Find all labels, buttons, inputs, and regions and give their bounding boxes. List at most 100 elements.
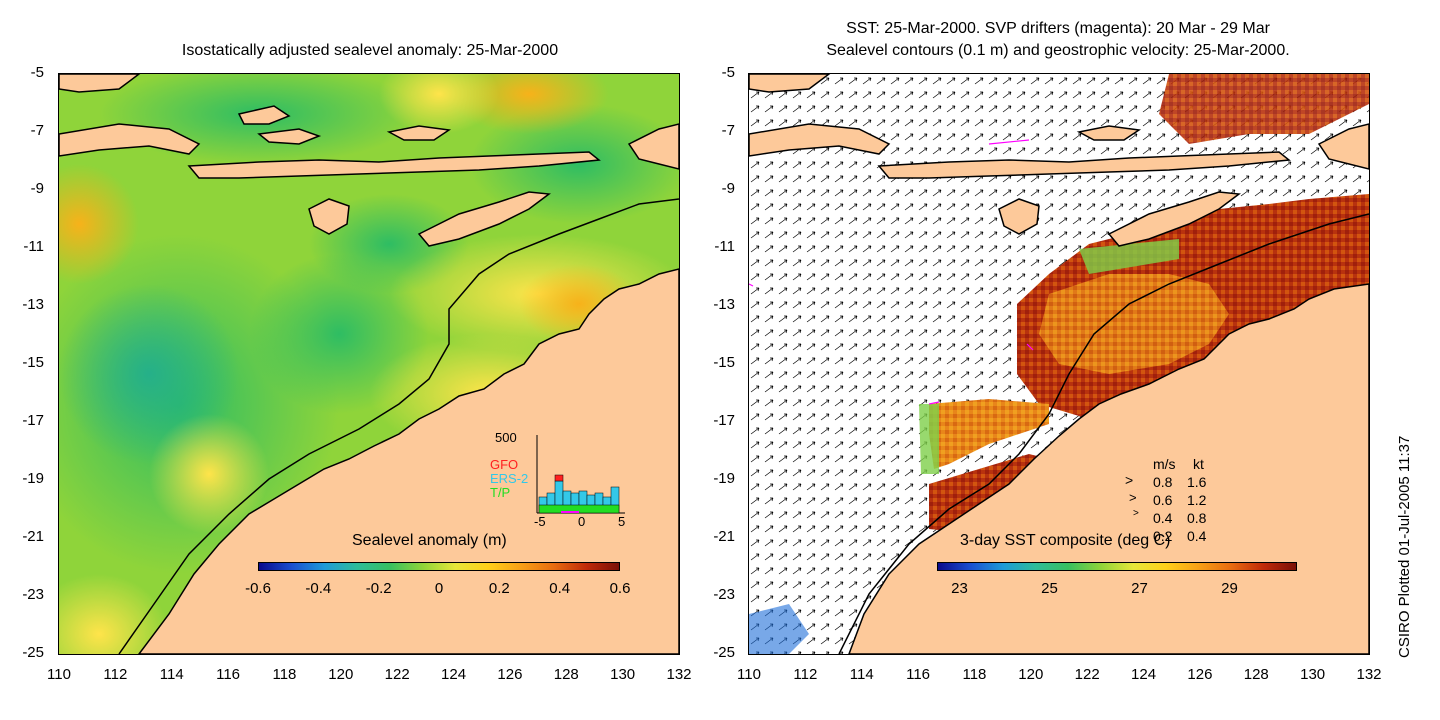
gfo-label: GFO	[490, 457, 519, 472]
right-xtick: 114	[849, 666, 874, 683]
left-xtick: 124	[441, 666, 467, 683]
histogram-ymax-label: 500	[495, 430, 517, 445]
velocity-legend-header-ms: m/s	[1153, 456, 1176, 472]
right-xtick: 132	[1356, 666, 1382, 683]
sealevel-contour	[838, 213, 1369, 654]
left-ytick: -7	[30, 122, 44, 139]
australia-landmass	[138, 268, 679, 654]
left-map	[58, 73, 680, 655]
left-colorbar-tick: -0.6	[245, 580, 271, 597]
tp-label: T/P	[490, 485, 511, 500]
right-map-svg	[749, 74, 1369, 654]
right-ytick: -15	[713, 354, 735, 371]
right-colorbar	[937, 562, 1297, 571]
right-xtick: 110	[737, 666, 761, 683]
right-ytick: -19	[713, 470, 735, 487]
histogram-xtick-0: 0	[578, 514, 586, 529]
right-xtick: 120	[1018, 666, 1044, 683]
left-xtick: 110	[47, 666, 71, 683]
left-colorbar-label: Sealevel anomaly (m)	[352, 532, 507, 549]
left-xtick: 118	[272, 666, 297, 683]
right-xtick: 124	[1131, 666, 1157, 683]
left-xtick: 116	[216, 666, 241, 683]
left-xtick: 112	[103, 666, 128, 683]
histogram-inset: 500 GFO ERS-2 T/P -5 0 5	[490, 430, 640, 530]
velocity-legend-kt-0: 1.6	[1187, 474, 1207, 490]
velocity-arrow-icon: >	[1133, 508, 1139, 519]
left-ytick: -25	[22, 644, 44, 661]
right-ytick: -9	[721, 180, 735, 197]
histogram-xtick-neg5: -5	[534, 514, 546, 529]
indonesian-islands	[59, 74, 679, 247]
left-ytick: -11	[23, 238, 44, 255]
left-ytick: -15	[22, 354, 44, 371]
right-colorbar-tick: 29	[1221, 580, 1238, 597]
velocity-arrow-icon: >	[1125, 472, 1134, 488]
left-map-svg	[59, 74, 679, 654]
left-colorbar-tick: 0.2	[488, 580, 510, 597]
left-ytick: -5	[30, 64, 44, 81]
velocity-legend-ms-1: 0.6	[1153, 492, 1173, 508]
velocity-legend-ms-0: 0.8	[1153, 474, 1173, 490]
velocity-legend: m/s kt > 0.8 1.6 > 0.6 1.2 > 0.4 0.8 0.2…	[1125, 456, 1245, 546]
right-map	[748, 73, 1370, 655]
left-colorbar	[258, 562, 620, 571]
left-xtick: 122	[384, 666, 410, 683]
left-colorbar-tick: -0.4	[305, 580, 332, 597]
left-ytick: -21	[22, 528, 44, 545]
left-xtick: 130	[610, 666, 636, 683]
left-xtick: 132	[666, 666, 692, 683]
left-xtick: 126	[497, 666, 523, 683]
left-colorbar-tick: -0.2	[365, 580, 392, 597]
right-xtick: 112	[793, 666, 818, 683]
right-colorbar-label: 3-day SST composite (deg C)	[960, 532, 1171, 549]
svp-drifter-tracks	[749, 139, 1034, 405]
left-colorbar-tick: 0.6	[609, 580, 631, 597]
right-xtick: 116	[906, 666, 931, 683]
right-panel-title-line2: Sealevel contours (0.1 m) and geostrophi…	[826, 42, 1290, 59]
left-xtick: 128	[553, 666, 579, 683]
left-xtick: 114	[159, 666, 184, 683]
right-ytick: -21	[713, 528, 735, 545]
left-ytick: -19	[22, 470, 44, 487]
histogram-xtick-5: 5	[618, 514, 626, 529]
plot-credit: CSIRO Plotted 01-Jul-2005 11:37	[1396, 435, 1413, 658]
indonesian-islands-right	[749, 74, 1369, 247]
right-colorbar-tick: 27	[1131, 580, 1148, 597]
right-ytick: -17	[713, 412, 735, 429]
velocity-legend-kt-3: 0.4	[1187, 528, 1207, 544]
left-panel-title: Isostatically adjusted sealevel anomaly:…	[181, 42, 559, 59]
right-colorbar-tick: 23	[951, 580, 968, 597]
left-colorbar-tick: 0	[434, 580, 444, 597]
histogram-chart	[536, 435, 625, 514]
right-ytick: -25	[713, 644, 735, 661]
left-xtick: 120	[328, 666, 354, 683]
shelf-contour	[118, 198, 679, 654]
left-ytick: -17	[22, 412, 44, 429]
velocity-legend-kt-1: 1.2	[1187, 492, 1207, 508]
right-ytick: -11	[714, 238, 735, 255]
right-ytick: -23	[713, 586, 735, 603]
right-xtick: 130	[1300, 666, 1326, 683]
right-ytick: -7	[721, 122, 735, 139]
left-ytick: -9	[30, 180, 44, 197]
left-ytick: -13	[22, 296, 44, 313]
left-ytick: -23	[22, 586, 44, 603]
velocity-legend-header-kt: kt	[1193, 456, 1204, 472]
right-ytick: -5	[721, 64, 735, 81]
right-ytick: -13	[713, 296, 735, 313]
right-xtick: 126	[1187, 666, 1213, 683]
australia-landmass-right	[848, 283, 1369, 654]
right-xtick: 122	[1074, 666, 1100, 683]
histogram-bars	[538, 474, 620, 514]
velocity-arrow-icon: >	[1129, 490, 1137, 505]
velocity-legend-kt-2: 0.8	[1187, 510, 1207, 526]
right-colorbar-tick: 25	[1041, 580, 1058, 597]
right-xtick: 128	[1243, 666, 1269, 683]
velocity-legend-ms-2: 0.4	[1153, 510, 1173, 526]
right-panel-title-line1: SST: 25-Mar-2000. SVP drifters (magenta)…	[846, 20, 1270, 37]
velocity-legend-ms-3: 0.2	[1153, 528, 1173, 544]
ers2-label: ERS-2	[490, 471, 529, 486]
left-colorbar-tick: 0.4	[549, 580, 571, 597]
right-xtick: 118	[962, 666, 987, 683]
